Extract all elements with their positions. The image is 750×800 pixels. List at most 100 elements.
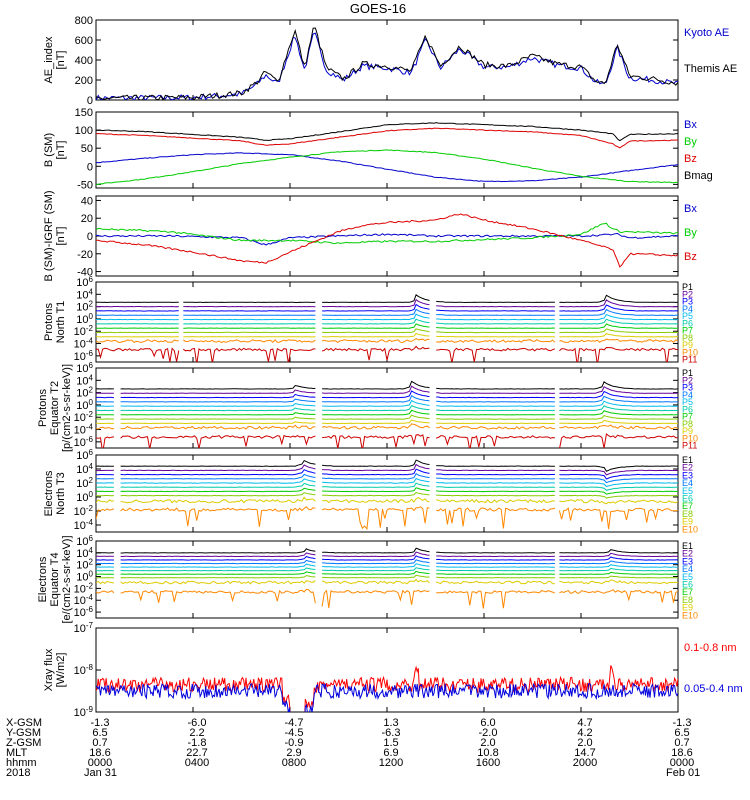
y-axis-label: B (SM)-IGRF (SM)[nT] (43, 190, 67, 281)
x-axis-value: 2000 (573, 757, 597, 769)
x-axis-value: 4.2 (577, 727, 592, 739)
x-axis-value: 6.5 (92, 727, 107, 739)
channel-line-p2 (96, 298, 678, 308)
channel-line-p5 (96, 313, 678, 321)
y-axis-label: ElectronsEquator T4[e/(cm2-s-sr-keV)] (37, 536, 73, 624)
legend-entry: P11 (682, 441, 697, 451)
legend-entry: P2 (682, 375, 693, 385)
x-axis-row-label: 2018 (6, 767, 30, 779)
y-tick-label: 150 (75, 107, 93, 119)
x-axis-value: 6.9 (383, 747, 398, 759)
panel-legend: Bx By Bz Bmag (684, 119, 713, 182)
y-axis-label: ElectronsNorth T3 (43, 470, 67, 516)
y-tick-label: 104 (76, 546, 93, 560)
x-axis-value: 1.5 (383, 737, 398, 749)
y-tick-label: 100 (76, 312, 93, 326)
legend-entry: P1 (682, 282, 693, 292)
y-axis-label: B (SM)[nT] (43, 133, 67, 167)
panel-e_equator: 10610410210010-210-410-6ElectronsEquator… (37, 534, 698, 624)
y-tick-label: 10-4 (74, 593, 94, 607)
x-axis-value: 10.8 (477, 747, 498, 759)
panel-legend: Bx By Bz (684, 203, 697, 263)
legend-entry: P5 (682, 311, 693, 321)
x-axis-row-label: X-GSM (6, 717, 42, 729)
channel-line-p10 (96, 423, 678, 430)
legend-entry: P6 (682, 404, 693, 414)
x-axis-value: -1.3 (673, 717, 692, 729)
plot-area (96, 294, 678, 362)
x-axis-value: -2.0 (479, 727, 498, 739)
x-axis-value: 6.5 (674, 727, 689, 739)
y-tick-label: 10-4 (74, 337, 94, 351)
legend-entry: 0.05-0.4 nm (684, 683, 743, 695)
y-tick-label: 100 (76, 490, 93, 504)
series-line-bmag (96, 122, 678, 142)
x-axis-value: 0800 (282, 757, 306, 769)
legend-entry: Bz (684, 153, 697, 165)
y-tick-label: 102 (76, 386, 93, 400)
series-line-by (96, 222, 678, 245)
channel-line-p8 (96, 328, 678, 334)
panel-frame (95, 19, 679, 101)
y-tick-label: 400 (75, 55, 93, 67)
y-tick-label: -20 (77, 249, 93, 261)
channel-line-p10 (96, 338, 678, 344)
y-tick-label: -40 (77, 267, 93, 279)
series-line-bz (96, 127, 678, 149)
x-axis-value: 6.0 (480, 717, 495, 729)
y-tick-label: 106 (76, 534, 93, 548)
y-tick-label: 200 (75, 75, 93, 87)
y-tick-label: 600 (75, 35, 93, 47)
channel-line-e4 (96, 559, 678, 565)
x-axis-row-label: Z-GSM (6, 737, 41, 749)
legend-entry: E5 (682, 572, 693, 582)
legend-entry: E10 (682, 610, 698, 620)
legend-entry: P5 (682, 397, 693, 407)
channel-line-e6 (96, 567, 678, 572)
channel-line-p4 (96, 308, 678, 316)
legend-entry: Bx (684, 119, 697, 131)
panel-bigrf: 40 20 0 -20 -40 B (SM)-IGRF (SM)[nT] Bx By Bz (43, 190, 697, 281)
legend-entry: P3 (682, 383, 693, 393)
channel-line-p5 (96, 399, 678, 407)
y-tick-label: -50 (77, 179, 93, 191)
channel-line-e8 (96, 574, 678, 579)
legend-entry: E5 (682, 486, 693, 496)
legend-entry: Bx (684, 203, 697, 215)
x-axis-value: -4.5 (285, 727, 304, 739)
y-tick-label: 104 (76, 287, 93, 301)
panel-legend: Kyoto AE Themis AE (684, 27, 737, 75)
y-axis-label: ProtonsEquator T2[p/(cm2-s-sr-keV)] (37, 364, 73, 452)
y-tick-label: 106 (76, 275, 93, 289)
legend-entry: P8 (682, 419, 693, 429)
x-axis-value: -1.8 (188, 737, 207, 749)
legend-entry: P10 (682, 347, 698, 357)
legend-entry: 0.1-0.8 nm (684, 642, 737, 654)
y-tick-label: 40 (81, 195, 93, 207)
channel-line-e1 (96, 547, 678, 554)
legend-entry: E1 (682, 455, 693, 465)
channel-line-p1 (96, 294, 678, 304)
y-axis-label: ProtonsNorth T1 (43, 301, 67, 344)
series-line-bx (96, 152, 678, 183)
y-tick-label: 106 (76, 361, 93, 375)
x-axis-value: 18.6 (89, 747, 110, 759)
legend-entry: P2 (682, 289, 693, 299)
y-tick-label: 100 (76, 398, 93, 412)
panel-frame (95, 627, 679, 713)
y-tick-label: 20 (81, 213, 93, 225)
y-tick-label: 800 (75, 15, 93, 27)
x-axis-ephemeris: X-GSMY-GSMZ-GSMMLThhmm2018-1.36.50.718.6… (6, 717, 700, 779)
channel-line-e10 (96, 588, 678, 609)
channel-line-e7 (96, 570, 678, 575)
y-tick-label: 106 (76, 448, 93, 462)
y-tick-label: 10-6 (74, 349, 94, 363)
y-tick-label: 10-9 (74, 705, 94, 719)
y-tick-label: 104 (76, 373, 93, 387)
y-tick-label: 10-8 (74, 663, 94, 677)
channel-line-e3 (96, 555, 678, 561)
